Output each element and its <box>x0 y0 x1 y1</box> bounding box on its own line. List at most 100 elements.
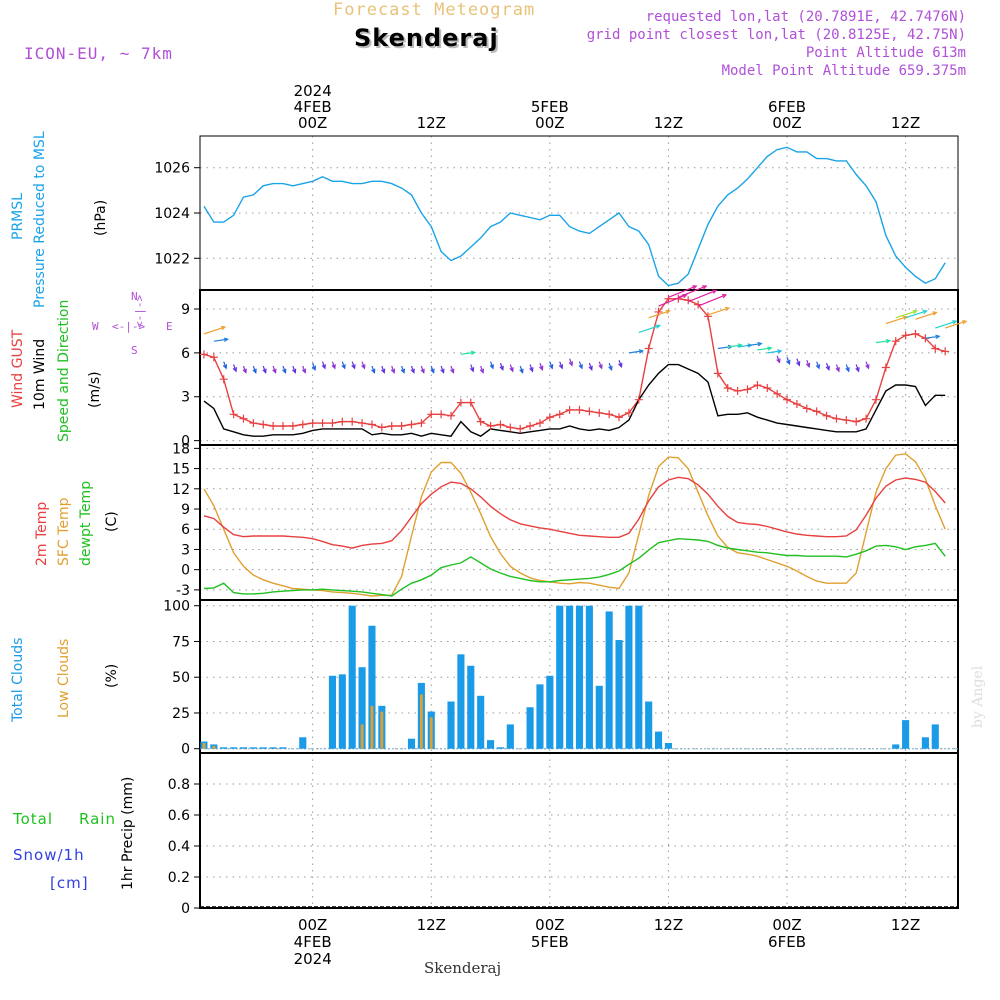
wind-direction-arrowhead <box>499 365 504 371</box>
low-clouds-bar <box>360 724 364 749</box>
wind-gust-marker <box>377 423 386 432</box>
wind-gust-marker <box>615 413 624 422</box>
wind-direction-arrowhead <box>301 368 307 374</box>
panel-frame <box>199 752 959 909</box>
wind-direction-arrowhead <box>450 368 455 374</box>
wind-direction-arrowhead <box>351 364 356 370</box>
wind-direction-arrowhead <box>440 368 445 374</box>
total-clouds-bar <box>585 605 593 749</box>
wind-gust-marker <box>338 417 347 426</box>
wind-gust-marker <box>427 410 436 419</box>
wind-gust-marker <box>387 421 396 430</box>
wind-direction-arrowhead <box>548 364 554 370</box>
requested-coords: requested lon,lat (20.7891E, 42.7476N) <box>645 9 966 25</box>
wind-gust-marker <box>664 294 673 303</box>
wind-gust-marker <box>209 353 218 362</box>
wind-direction-arrowhead <box>390 368 396 374</box>
total-clouds-bar <box>299 737 307 749</box>
wind-direction-arrowhead <box>922 309 928 315</box>
time-label-top: 00Z <box>298 114 327 132</box>
wind-gust-marker <box>822 411 831 420</box>
wind-direction-arrow <box>905 310 927 319</box>
time-label-bottom: 4FEB <box>294 933 332 951</box>
wind-direction-arrowhead <box>331 364 336 370</box>
wind-direction-arrowhead <box>371 368 376 374</box>
y-tick-label: 6 <box>181 346 190 362</box>
precip-cm-label: [cm] <box>50 874 89 892</box>
total-clouds-bar <box>249 747 257 749</box>
y-tick-label: 1026 <box>154 161 190 177</box>
total-clouds-bar <box>477 695 485 749</box>
wind-direction-arrowhead <box>469 367 475 373</box>
wind-direction-arrow <box>687 289 717 303</box>
low-clouds-bar <box>380 711 384 749</box>
wind-gust-marker <box>713 369 722 378</box>
wind-direction-arrowhead <box>588 365 593 371</box>
wind-direction-arrow <box>638 325 660 333</box>
wind-gust-marker <box>328 419 337 428</box>
wind-gust-marker <box>249 419 258 428</box>
wind-gust-marker <box>595 408 604 417</box>
wind-gust-marker <box>308 419 317 428</box>
wind-gust-marker <box>931 344 940 353</box>
total-clouds-bar <box>457 654 465 749</box>
total-clouds-bar <box>358 667 366 749</box>
time-label-top: 5FEB <box>531 98 569 116</box>
y-tick-label: 3 <box>181 390 190 406</box>
total-clouds-bar <box>566 605 574 749</box>
wind-gust-marker <box>901 331 910 340</box>
y-tick-label: 0.2 <box>168 870 190 886</box>
y-tick-label: 100 <box>163 599 190 615</box>
wind-gust-marker <box>881 363 890 372</box>
wind-direction-arrowhead <box>361 364 366 370</box>
wind-direction-arrow <box>648 310 670 319</box>
time-label-bottom: 00Z <box>772 916 801 934</box>
wind-direction-arrowhead <box>470 350 477 356</box>
total-clouds-bar <box>645 701 653 749</box>
total-clouds-bar <box>635 605 643 749</box>
wind-10m-line <box>203 363 946 438</box>
time-label-top: 00Z <box>772 114 801 132</box>
wind-direction-arrowhead <box>430 368 435 374</box>
time-label-top: 12Z <box>417 114 446 132</box>
total-clouds-bar <box>447 701 455 749</box>
wind-direction-arrowhead <box>529 367 534 373</box>
wind-direction-arrowhead <box>805 362 811 369</box>
y-tick-label: 18 <box>172 441 190 457</box>
wind-direction-arrowhead <box>262 368 267 374</box>
y-tick-label: -3 <box>176 583 190 599</box>
wind-direction-arrowhead <box>341 364 346 370</box>
time-label-top: 12Z <box>654 114 683 132</box>
total-clouds-bar <box>902 720 910 749</box>
wind-direction-arrow <box>875 340 890 344</box>
wind-direction-arrowhead <box>558 364 564 370</box>
low-clouds-bar <box>212 745 216 749</box>
wind-direction-arrowhead <box>232 367 237 373</box>
y-tick-label: 0 <box>181 742 190 758</box>
compass-arrows-horizontal: <-|-> <box>112 320 146 333</box>
time-label-top: 00Z <box>535 114 564 132</box>
time-label-bottom: 12Z <box>417 916 446 934</box>
wind-direction-arrowhead <box>786 359 791 366</box>
total-clouds-bar <box>536 684 544 749</box>
total-clouds-bar <box>526 707 534 749</box>
y-tick-label: 25 <box>172 706 190 722</box>
wind-direction-arrow <box>678 285 707 298</box>
wind-direction-arrow <box>697 294 727 307</box>
wind-gust-marker <box>634 395 643 404</box>
wind-direction-arrowhead <box>845 367 850 373</box>
wind-gust-marker <box>535 419 544 428</box>
wind-gust-marker <box>466 398 475 407</box>
wind-gust-line <box>203 298 946 430</box>
wind-direction-arrow <box>658 294 687 307</box>
wind-direction-arrow <box>747 343 762 347</box>
total-clouds-bar <box>496 747 504 749</box>
wind-direction-arrowhead <box>292 368 297 374</box>
wind-gust-marker <box>219 375 228 384</box>
compass-west-label: W <box>92 320 99 333</box>
total-clouds-bar <box>486 740 495 749</box>
wind-gust-marker <box>358 419 367 428</box>
wind-direction-arrowhead <box>855 367 860 373</box>
wind-gust-marker <box>871 395 880 404</box>
total-clouds-bar <box>467 665 475 749</box>
